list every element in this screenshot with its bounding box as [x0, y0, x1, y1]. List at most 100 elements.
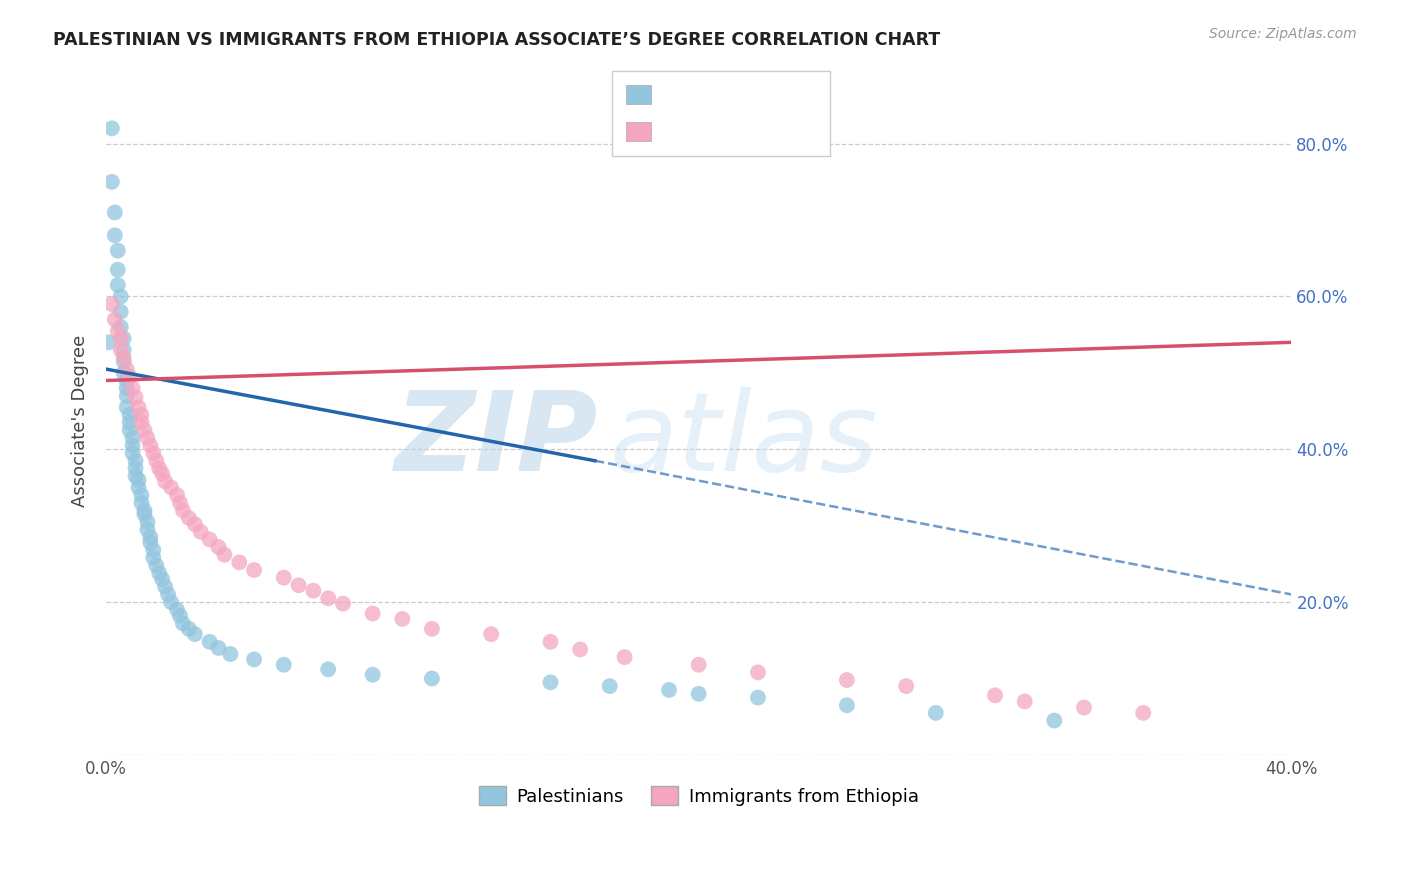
- Text: R =: R =: [658, 84, 697, 102]
- Point: [157, 587, 180, 601]
- Point: [112, 343, 135, 357]
- Point: [101, 175, 124, 189]
- Point: [420, 622, 443, 636]
- Text: -0.200: -0.200: [695, 84, 759, 102]
- Point: [243, 563, 266, 577]
- Text: ZIP: ZIP: [395, 387, 598, 494]
- Point: [658, 682, 681, 697]
- Point: [142, 446, 165, 460]
- Point: [1073, 700, 1095, 714]
- Point: [134, 423, 156, 437]
- Point: [150, 467, 173, 481]
- Point: [107, 262, 129, 277]
- Text: 53: 53: [792, 121, 817, 139]
- Point: [115, 389, 138, 403]
- Point: [104, 312, 127, 326]
- Point: [302, 583, 325, 598]
- Point: [1014, 694, 1036, 708]
- Point: [688, 687, 710, 701]
- Point: [136, 431, 159, 445]
- Point: [145, 454, 167, 468]
- Point: [1132, 706, 1154, 720]
- Point: [688, 657, 710, 672]
- Point: [128, 401, 150, 415]
- Point: [110, 320, 132, 334]
- Point: [207, 640, 229, 655]
- Point: [479, 627, 502, 641]
- Point: [984, 688, 1007, 702]
- Point: [139, 535, 162, 549]
- Point: [243, 652, 266, 666]
- Point: [214, 548, 236, 562]
- Point: [134, 503, 156, 517]
- Point: [112, 366, 135, 380]
- Point: [118, 408, 141, 422]
- Point: [124, 469, 146, 483]
- Point: [332, 597, 354, 611]
- Point: [287, 578, 309, 592]
- Text: N =: N =: [759, 84, 799, 102]
- Point: [420, 672, 443, 686]
- Point: [121, 381, 143, 395]
- Point: [835, 673, 858, 687]
- Point: [540, 635, 562, 649]
- Point: [1043, 714, 1066, 728]
- Point: [190, 524, 212, 539]
- Text: Source: ZipAtlas.com: Source: ZipAtlas.com: [1209, 27, 1357, 41]
- Point: [136, 515, 159, 529]
- Point: [148, 461, 170, 475]
- Point: [131, 408, 153, 422]
- Point: [131, 488, 153, 502]
- Point: [118, 423, 141, 437]
- Point: [112, 331, 135, 345]
- Point: [569, 642, 592, 657]
- Point: [177, 622, 200, 636]
- Point: [219, 647, 242, 661]
- Point: [160, 595, 183, 609]
- Point: [136, 523, 159, 537]
- Point: [228, 555, 250, 569]
- Text: atlas: atlas: [610, 387, 879, 494]
- Point: [172, 616, 194, 631]
- Point: [118, 416, 141, 430]
- Point: [166, 603, 188, 617]
- Point: [160, 481, 183, 495]
- Point: [198, 533, 221, 547]
- Point: [894, 679, 917, 693]
- Point: [131, 496, 153, 510]
- Point: [115, 381, 138, 395]
- Y-axis label: Associate's Degree: Associate's Degree: [72, 334, 89, 507]
- Point: [107, 278, 129, 293]
- Point: [101, 121, 124, 136]
- Point: [107, 244, 129, 258]
- Point: [153, 475, 176, 489]
- Point: [139, 438, 162, 452]
- Point: [172, 503, 194, 517]
- Point: [110, 331, 132, 345]
- Point: [124, 390, 146, 404]
- Point: [599, 679, 621, 693]
- Point: [177, 511, 200, 525]
- Point: [361, 607, 384, 621]
- Point: [273, 571, 295, 585]
- Point: [118, 369, 141, 384]
- Point: [110, 289, 132, 303]
- Point: [112, 351, 135, 365]
- Point: [361, 667, 384, 681]
- Point: [142, 550, 165, 565]
- Point: [110, 343, 132, 357]
- Point: [184, 627, 207, 641]
- Point: [207, 540, 229, 554]
- Point: [391, 612, 413, 626]
- Point: [747, 665, 769, 680]
- Text: R =: R =: [658, 121, 697, 139]
- Point: [104, 205, 127, 219]
- Point: [148, 566, 170, 580]
- Point: [115, 362, 138, 376]
- Point: [273, 657, 295, 672]
- Point: [142, 543, 165, 558]
- Point: [150, 572, 173, 586]
- Point: [115, 374, 138, 388]
- Point: [198, 635, 221, 649]
- Text: N =: N =: [759, 121, 799, 139]
